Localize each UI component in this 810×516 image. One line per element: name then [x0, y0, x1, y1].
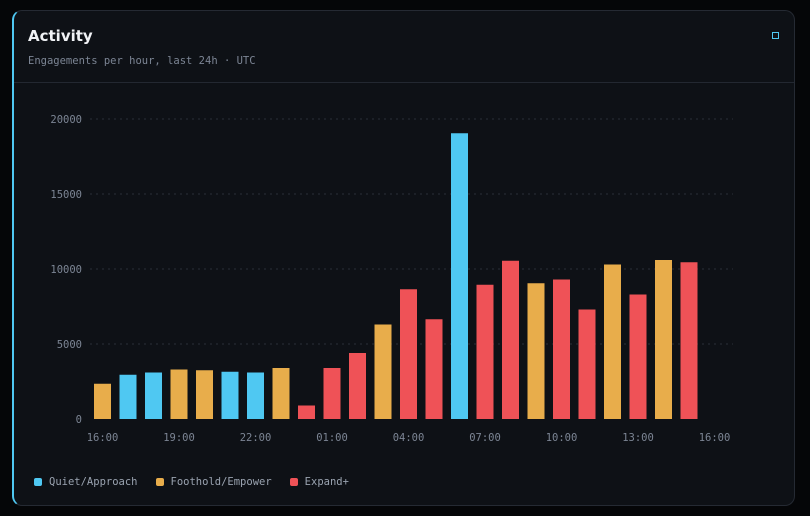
y-tick-label: 10000	[50, 264, 82, 276]
x-tick-label: 22:00	[240, 432, 272, 444]
y-tick-label: 5000	[57, 339, 82, 351]
chart-legend: Quiet/Approach Foothold/Empower Expand+	[34, 476, 349, 488]
bar	[502, 260, 519, 419]
legend-item-quiet: Quiet/Approach	[34, 476, 138, 488]
y-tick-label: 0	[76, 414, 82, 426]
y-tick-label: 15000	[50, 189, 82, 201]
legend-item-foothold: Foothold/Empower	[155, 476, 272, 488]
y-tick-label: 20000	[50, 114, 82, 126]
activity-card: Activity Engagements per hour, last 24h …	[12, 10, 795, 506]
legend-swatch-quiet	[34, 478, 42, 486]
bar	[94, 383, 111, 419]
x-tick-label: 13:00	[622, 432, 654, 444]
legend-swatch-expand	[289, 478, 298, 486]
x-tick-label: 16:00	[699, 432, 731, 444]
x-tick-label: 16:00	[87, 432, 119, 444]
bar	[145, 372, 162, 419]
bar	[629, 294, 647, 419]
bar	[221, 371, 239, 419]
bar	[298, 405, 315, 419]
card-subtitle: Engagements per hour, last 24h · UTC	[28, 55, 256, 67]
x-tick-label: 10:00	[546, 432, 578, 444]
bar	[527, 283, 545, 419]
card-header: Activity Engagements per hour, last 24h …	[14, 11, 794, 83]
x-tick-label: 04:00	[393, 432, 425, 444]
legend-item-expand: Expand+	[289, 476, 349, 488]
legend-swatch-foothold	[155, 478, 164, 486]
bar	[323, 368, 341, 419]
bar	[170, 369, 188, 419]
legend-label-expand: Expand+	[304, 476, 349, 488]
bar	[247, 372, 264, 419]
bar	[451, 133, 468, 419]
x-tick-label: 01:00	[316, 432, 348, 444]
bar	[374, 324, 392, 419]
x-tick-label: 07:00	[469, 432, 501, 444]
legend-label-foothold: Foothold/Empower	[170, 476, 272, 488]
bar	[604, 264, 621, 419]
bar	[680, 262, 698, 419]
bar	[655, 260, 672, 419]
card-title: Activity	[28, 27, 93, 45]
bar	[578, 309, 596, 419]
bar	[425, 319, 443, 419]
legend-label-quiet: Quiet/Approach	[49, 476, 138, 488]
bar	[400, 289, 417, 419]
bar	[553, 279, 570, 419]
bar	[476, 284, 494, 419]
bar	[349, 353, 366, 419]
bar	[119, 374, 137, 419]
x-tick-label: 19:00	[163, 432, 195, 444]
bar	[196, 370, 213, 419]
square-outline-icon[interactable]	[772, 32, 779, 39]
bar	[272, 368, 290, 419]
